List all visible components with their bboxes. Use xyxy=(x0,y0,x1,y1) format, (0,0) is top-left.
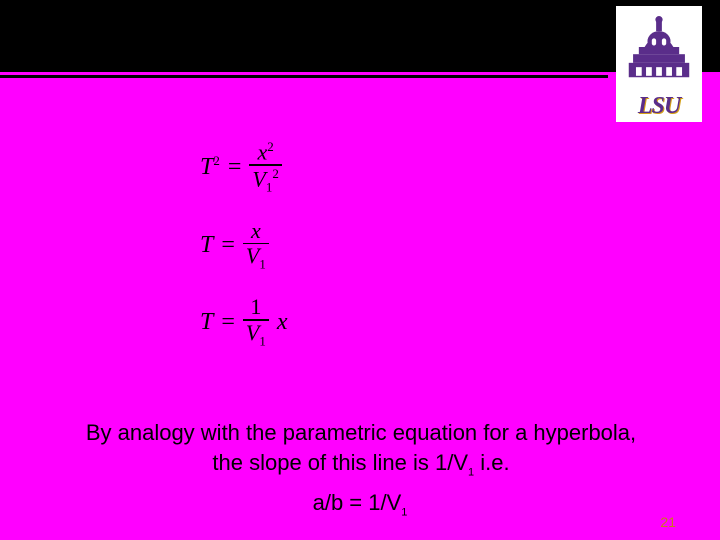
eq1-num-sup: 2 xyxy=(267,139,274,154)
ab-pre: a/b = 1/V xyxy=(313,490,402,515)
title-bar xyxy=(0,0,720,72)
ab-sub: 1 xyxy=(401,506,407,518)
horizontal-rule xyxy=(0,75,608,78)
equation-2: T = x V1 xyxy=(200,220,400,271)
equation-block: T2 = x2 V12 T = x V1 T = 1 V1 x xyxy=(200,140,400,373)
eq3-den-sub: 1 xyxy=(259,333,266,348)
eq2-fraction: x V1 xyxy=(243,220,269,271)
eq1-den-var: V xyxy=(252,166,265,191)
eq1-num-var: x xyxy=(258,139,268,164)
dome-icon xyxy=(623,10,695,84)
eq1-lhs-var: T xyxy=(200,154,213,180)
body-post: i.e. xyxy=(474,450,509,475)
eq2-den-var: V xyxy=(246,243,259,268)
eq3-equals: = xyxy=(219,309,237,335)
eq3-trailing-x: x xyxy=(277,309,288,335)
page-number: 21 xyxy=(660,514,676,530)
eq2-den-sub: 1 xyxy=(259,256,266,271)
eq2-lhs-var: T xyxy=(200,232,213,258)
logo-text: LSU xyxy=(638,94,680,120)
body-paragraph: By analogy with the parametric equation … xyxy=(76,418,646,480)
body-pre: By analogy with the parametric equation … xyxy=(86,420,636,475)
equation-1: T2 = x2 V12 xyxy=(200,140,400,194)
eq3-den-var: V xyxy=(246,320,259,345)
eq3-num: 1 xyxy=(247,296,264,318)
eq1-fraction: x2 V12 xyxy=(249,140,281,194)
lsu-logo: LSU xyxy=(616,6,702,122)
eq1-equals: = xyxy=(226,154,244,180)
ab-equation: a/b = 1/V1 xyxy=(0,490,720,518)
eq2-num: x xyxy=(248,220,264,242)
equation-3: T = 1 V1 x xyxy=(200,296,400,347)
eq3-fraction: 1 V1 xyxy=(243,296,269,347)
eq1-lhs-sup: 2 xyxy=(213,153,220,168)
eq2-equals: = xyxy=(219,232,237,258)
eq1-den-sub: 1 xyxy=(266,180,273,195)
eq3-lhs-var: T xyxy=(200,309,213,335)
eq1-den-sup: 2 xyxy=(272,166,279,181)
